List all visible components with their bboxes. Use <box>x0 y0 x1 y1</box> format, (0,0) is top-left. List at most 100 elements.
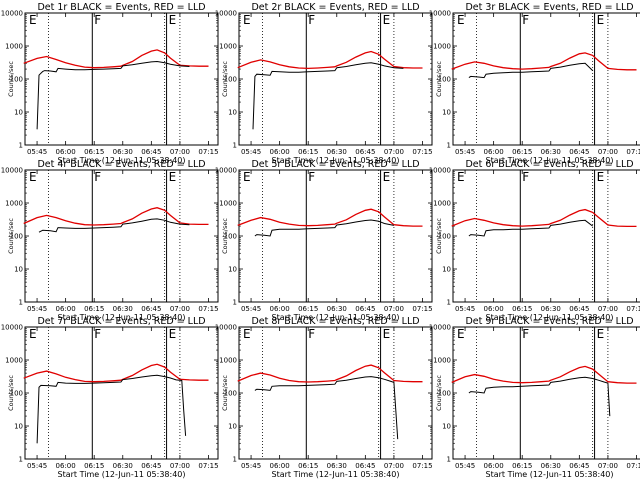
panel-title: Det 2r BLACK = Events, RED = LLD <box>251 2 419 13</box>
y-tick-label: 1000 <box>433 357 451 365</box>
panel-det-1: Det 1r BLACK = Events, RED = LLD 1 10 100 10… <box>1 2 219 165</box>
x-tick-label: 06:15 <box>512 148 532 156</box>
y-tick-label: 10 <box>228 109 237 117</box>
x-axis-label: Start Time (12-Jun-11 05:38:40) <box>272 156 400 165</box>
y-tick-label: 1 <box>233 456 237 464</box>
x-axis-label: Start Time (12-Jun-11 05:38:40) <box>58 156 186 165</box>
x-tick-label: 07:15 <box>626 148 640 156</box>
panel-title: Det 1r BLACK = Events, RED = LLD <box>37 2 205 13</box>
y-tick-label: 10 <box>14 109 23 117</box>
x-axis-label: Start Time (12-Jun-11 05:38:40) <box>486 313 614 322</box>
y-axis-label: Counts/sec <box>7 218 15 254</box>
y-tick-label: 1 <box>447 142 451 150</box>
events-series-line <box>38 218 190 233</box>
x-tick-label: 06:45 <box>141 305 161 313</box>
panel-title: Det 5r BLACK = Events, RED = LLD <box>251 159 419 170</box>
x-tick-label: 07:15 <box>412 148 432 156</box>
x-axis-label: Start Time (12-Jun-11 05:38:40) <box>272 313 400 322</box>
y-tick-label: 10 <box>442 109 451 117</box>
axis-frame <box>452 12 640 146</box>
marker-e: E <box>169 170 177 184</box>
y-axis-label: Counts/sec <box>221 61 229 97</box>
lld-series-line <box>237 208 423 227</box>
marker-f: F <box>522 327 529 341</box>
x-axis-label: Start Time (12-Jun-11 05:38:40) <box>486 156 614 165</box>
x-axis-label: Start Time (12-Jun-11 05:38:40) <box>272 470 400 479</box>
x-tick-label: 07:15 <box>626 462 640 470</box>
marker-e: E <box>383 13 391 27</box>
x-tick-label: 05:45 <box>27 148 47 156</box>
x-tick-label: 06:00 <box>484 462 504 470</box>
x-tick-label: 06:00 <box>270 305 290 313</box>
y-tick-label: 1000 <box>5 200 23 208</box>
x-tick-label: 06:45 <box>569 148 589 156</box>
x-tick-label: 05:45 <box>241 148 261 156</box>
marker-f: F <box>308 327 315 341</box>
axis-frame <box>24 169 219 303</box>
marker-e: E <box>29 13 37 27</box>
x-tick-label: 06:15 <box>512 462 532 470</box>
x-tick-label: 06:45 <box>141 462 161 470</box>
y-tick-label: 10 <box>14 423 23 431</box>
marker-e: E <box>457 327 465 341</box>
y-tick-label: 10 <box>228 423 237 431</box>
events-series-line <box>468 219 594 237</box>
x-tick-label: 06:30 <box>327 305 347 313</box>
lld-series-line <box>23 363 209 383</box>
y-tick-label: 1000 <box>433 43 451 51</box>
marker-e: E <box>169 327 177 341</box>
marker-f: F <box>94 327 101 341</box>
marker-f: F <box>308 170 315 184</box>
x-tick-label: 07:00 <box>598 148 618 156</box>
marker-e: E <box>243 13 251 27</box>
lld-series-line <box>451 52 637 71</box>
y-tick-label: 10000 <box>215 324 237 332</box>
panel-title: Det 6r BLACK = Events, RED = LLD <box>465 159 633 170</box>
y-tick-label: 1000 <box>219 200 237 208</box>
y-tick-label: 100 <box>438 76 451 84</box>
panel-det-8: Det 8r BLACK = Events, RED = LLD 1 10 100 10… <box>215 316 433 479</box>
events-series-line <box>252 62 404 130</box>
x-tick-label: 06:45 <box>355 305 375 313</box>
y-axis-label: Counts/sec <box>221 218 229 254</box>
y-tick-label: 10 <box>442 266 451 274</box>
marker-e: E <box>243 170 251 184</box>
axis-frame <box>24 12 219 146</box>
x-tick-label: 06:00 <box>56 462 76 470</box>
x-tick-label: 07:00 <box>384 148 404 156</box>
x-tick-label: 07:00 <box>598 462 618 470</box>
panel-det-6: Det 6r BLACK = Events, RED = LLD 1 10 100 10… <box>429 159 640 322</box>
y-tick-label: 10000 <box>1 324 23 332</box>
x-tick-label: 06:45 <box>569 462 589 470</box>
events-series-line <box>36 374 187 444</box>
events-series-line <box>468 376 611 417</box>
panel-det-7: Det 7r BLACK = Events, RED = LLD 1 10 100 10… <box>1 316 219 479</box>
x-tick-label: 06:45 <box>569 305 589 313</box>
x-tick-label: 07:15 <box>198 305 218 313</box>
x-tick-label: 07:00 <box>384 462 404 470</box>
y-tick-label: 1 <box>19 299 23 307</box>
marker-e: E <box>597 13 605 27</box>
x-tick-label: 05:45 <box>455 305 475 313</box>
y-tick-label: 1000 <box>433 200 451 208</box>
x-tick-label: 06:15 <box>298 462 318 470</box>
marker-e: E <box>243 327 251 341</box>
events-series-line <box>254 219 394 237</box>
y-axis-label: Counts/sec <box>435 218 443 254</box>
y-tick-label: 100 <box>438 390 451 398</box>
y-axis-label: Counts/sec <box>221 375 229 411</box>
y-tick-label: 10000 <box>429 10 451 18</box>
lld-series-line <box>23 49 209 69</box>
panel-title: Det 7r BLACK = Events, RED = LLD <box>37 316 205 327</box>
x-tick-label: 07:15 <box>412 305 432 313</box>
axis-frame <box>238 12 433 146</box>
x-axis-label: Start Time (12-Jun-11 05:38:40) <box>58 313 186 322</box>
y-axis-label: Counts/sec <box>7 375 15 411</box>
x-axis-label: Start Time (12-Jun-11 05:38:40) <box>486 470 614 479</box>
lld-series-line <box>451 208 637 228</box>
events-series-line <box>36 60 190 130</box>
panel-det-9: Det 9r BLACK = Events, RED = LLD 1 10 100 10… <box>429 316 640 479</box>
y-tick-label: 1 <box>233 142 237 150</box>
x-tick-label: 06:15 <box>298 305 318 313</box>
